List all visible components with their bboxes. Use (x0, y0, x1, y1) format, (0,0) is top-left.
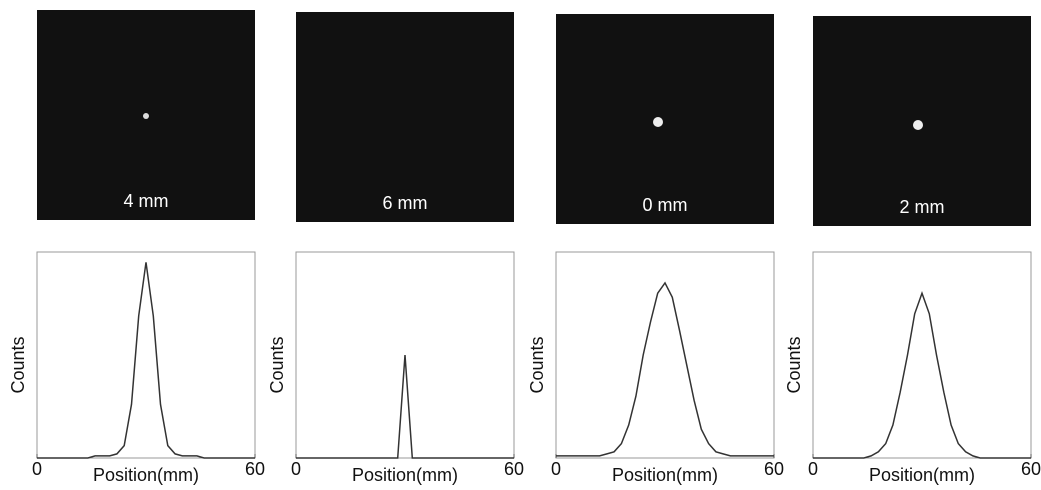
profile-line (296, 354, 514, 459)
x-tick-label: 0 (551, 459, 561, 479)
x-tick-label: 0 (32, 459, 42, 479)
y-axis-label: Counts (267, 336, 287, 393)
x-tick-label: 60 (1021, 459, 1041, 479)
x-axis-label: Position(mm) (352, 465, 458, 485)
x-axis-label: Position(mm) (612, 465, 718, 485)
detector-image (556, 14, 774, 224)
image-label: 0 mm (643, 195, 688, 215)
plot-frame (36, 251, 256, 459)
profile-line (556, 281, 774, 457)
plot-frame (812, 251, 1032, 459)
x-tick-label: 0 (291, 459, 301, 479)
image-label: 6 mm (383, 193, 428, 213)
y-axis-label: Counts (784, 336, 804, 393)
x-tick-label: 60 (245, 459, 265, 479)
spot (653, 117, 663, 127)
profile-line (813, 290, 1031, 459)
plot-frame (555, 251, 775, 459)
image-label: 2 mm (900, 197, 945, 217)
x-tick-label: 60 (504, 459, 524, 479)
spot (913, 120, 923, 130)
x-axis-label: Position(mm) (869, 465, 975, 485)
plot-frame (295, 251, 515, 459)
detector-image (296, 12, 514, 222)
y-axis-label: Counts (527, 336, 547, 393)
detector-image (813, 16, 1031, 226)
image-label: 4 mm (124, 191, 169, 211)
spot (143, 113, 149, 119)
profile-line (37, 262, 255, 459)
x-axis-label: Position(mm) (93, 465, 199, 485)
y-axis-label: Counts (8, 336, 28, 393)
x-tick-label: 0 (808, 459, 818, 479)
x-tick-label: 60 (764, 459, 784, 479)
